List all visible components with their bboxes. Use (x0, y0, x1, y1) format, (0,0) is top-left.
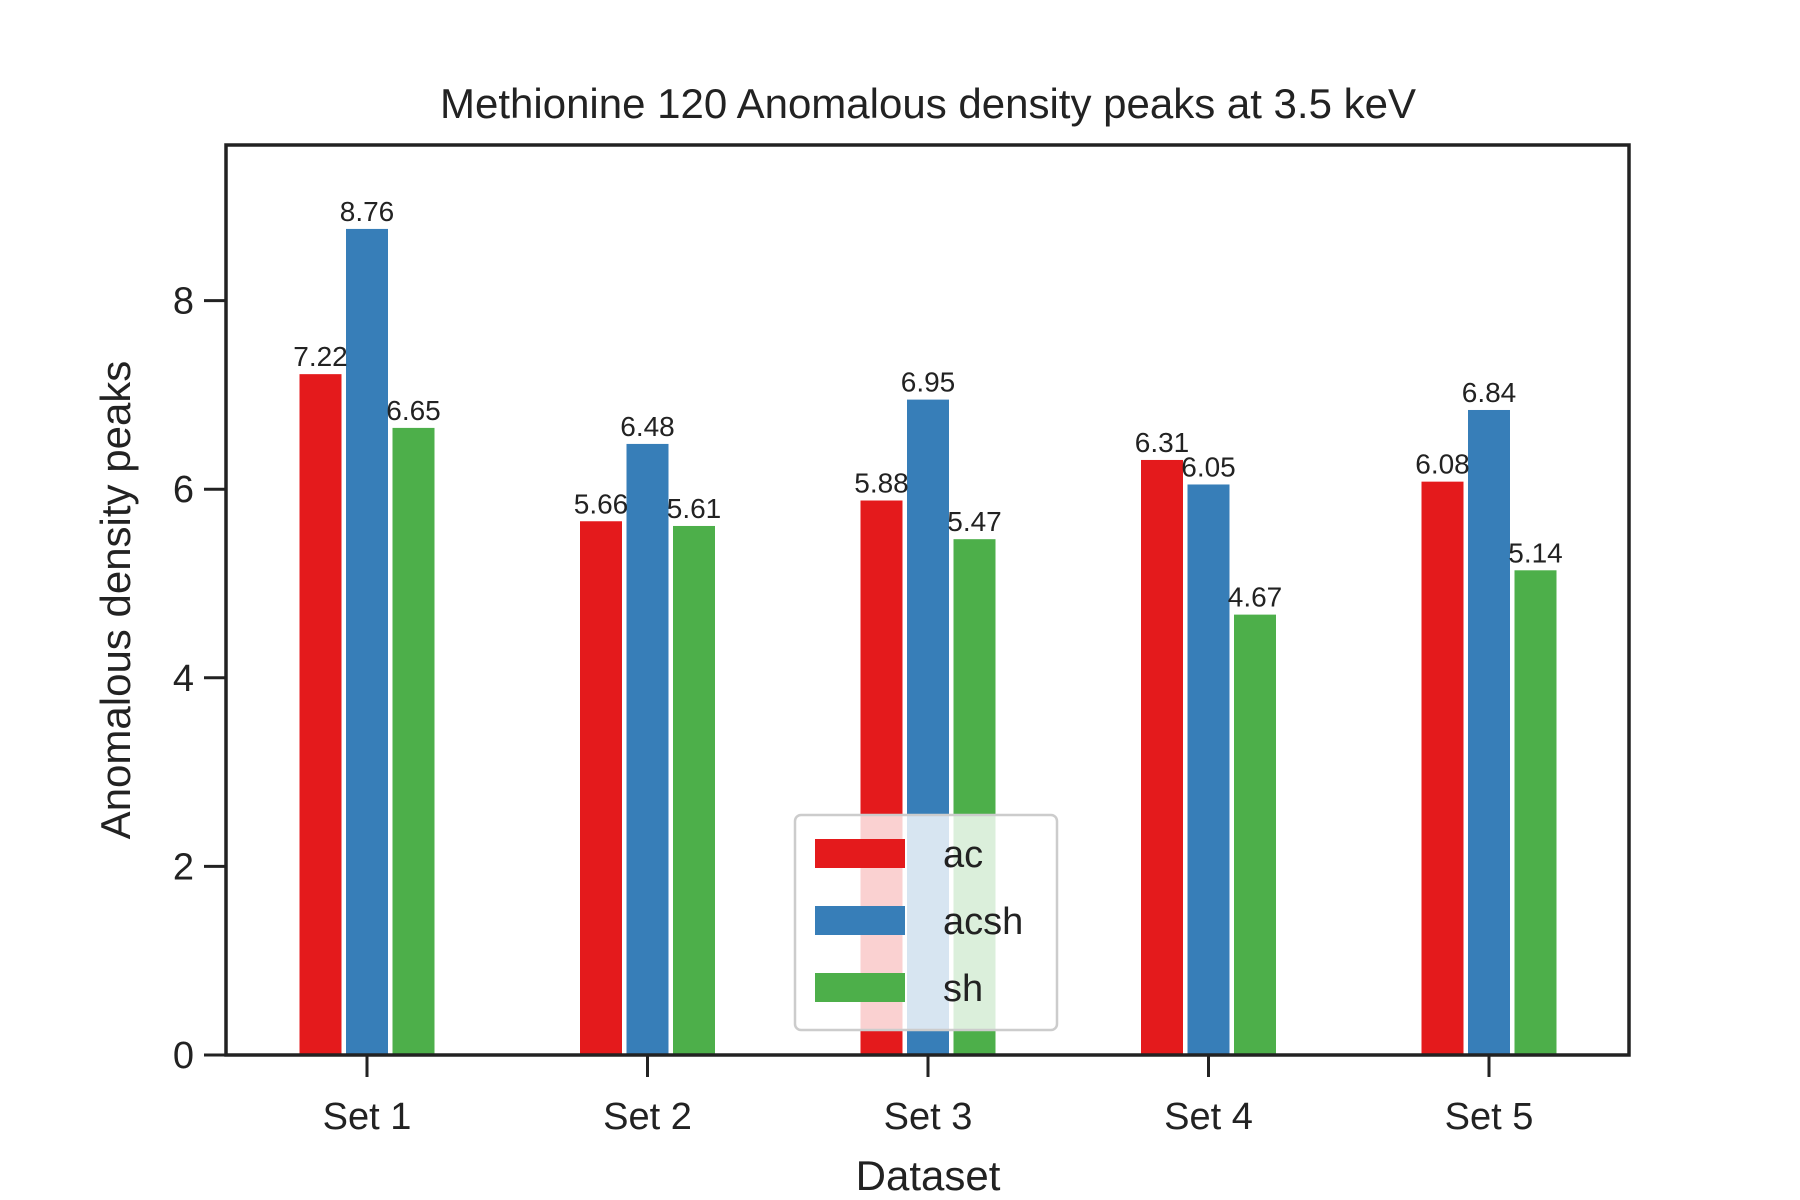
bar-ac-1 (299, 374, 342, 1055)
y-tick-label: 2 (173, 846, 194, 888)
x-tick-label: Set 4 (1164, 1096, 1253, 1138)
chart-title: Methionine 120 Anomalous density peaks a… (440, 80, 1416, 127)
bar-ac-4 (1141, 459, 1183, 1056)
bar-acsh-4 (1187, 484, 1230, 1056)
legend: ac acsh sh (793, 813, 1059, 1032)
bar-ac-5 (1421, 481, 1464, 1055)
y-tick-label: 6 (173, 469, 194, 511)
y-tick-label: 8 (173, 281, 194, 323)
y-axis-label: Anomalous density peaks (92, 361, 139, 840)
bar-sh-2 (673, 525, 715, 1055)
data-label-sh-3: 5.47 (947, 506, 1002, 537)
bar-sh-5 (1514, 570, 1557, 1055)
legend-label-ac: ac (943, 834, 983, 876)
x-axis: Set 1 Set 2 Set 3 Set 4 Set 5 (323, 1055, 1534, 1138)
bar-labels-group: 7.22 8.76 6.65 5.66 6.48 5.61 5.88 6.95 5.47 6.31… (293, 196, 1563, 613)
legend-label-acsh: acsh (943, 901, 1023, 943)
x-tick-label: Set 2 (603, 1096, 692, 1138)
x-axis-label: Dataset (856, 1152, 1001, 1199)
data-label-acsh-4: 6.05 (1181, 451, 1236, 482)
bar-acsh-1 (346, 228, 388, 1055)
bar-acsh-2 (626, 443, 669, 1055)
legend-swatch-ac (815, 839, 905, 868)
x-tick-label: Set 5 (1445, 1096, 1534, 1138)
legend-swatch-acsh (815, 906, 905, 935)
data-label-sh-1: 6.65 (386, 395, 441, 426)
bar-sh-4 (1234, 614, 1276, 1055)
bar-ac-2 (580, 521, 622, 1055)
data-label-sh-5: 5.14 (1508, 537, 1563, 568)
y-tick-label: 4 (173, 658, 194, 700)
y-tick-label: 0 (173, 1035, 194, 1077)
data-label-sh-2: 5.61 (667, 493, 722, 524)
data-label-acsh-1: 8.76 (340, 196, 395, 227)
x-tick-label: Set 1 (323, 1096, 412, 1138)
data-label-acsh-3: 6.95 (901, 367, 956, 398)
x-tick-label: Set 3 (884, 1096, 973, 1138)
data-label-ac-2: 5.66 (574, 488, 629, 519)
bar-acsh-5 (1468, 409, 1510, 1056)
data-label-ac-3: 5.88 (854, 468, 909, 499)
data-label-acsh-2: 6.48 (620, 411, 675, 442)
data-label-ac-4: 6.31 (1135, 427, 1190, 458)
data-label-ac-5: 6.08 (1415, 449, 1470, 480)
legend-swatch-sh (815, 973, 905, 1002)
legend-label-sh: sh (943, 968, 983, 1010)
data-label-ac-1: 7.22 (293, 341, 348, 372)
y-axis: 0 2 4 6 8 (173, 281, 226, 1077)
bar-sh-1 (392, 427, 435, 1055)
data-label-sh-4: 4.67 (1228, 582, 1283, 613)
data-label-acsh-5: 6.84 (1462, 377, 1517, 408)
